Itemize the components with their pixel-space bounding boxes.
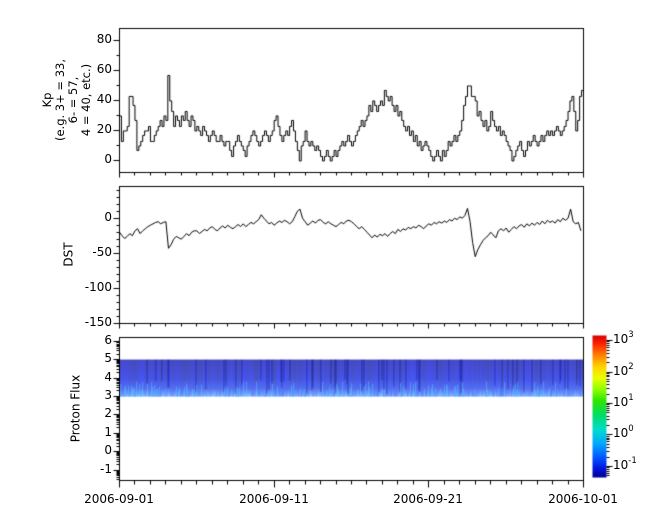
proton-flux-y-tick-label: 1 [104, 424, 112, 439]
colorbar-tick-base: 10 [613, 332, 629, 347]
dst-panel [119, 186, 583, 323]
kp-y-tick-label: 20 [96, 122, 112, 137]
x-tick-label: 2006-09-21 [393, 492, 463, 506]
colorbar-tick-label: 102 [613, 361, 634, 378]
x-tick-label: 2006-09-01 [84, 492, 154, 506]
colorbar-tick-exponent: 0 [628, 424, 634, 435]
proton-flux-y-tick-label: 4 [104, 369, 112, 384]
proton-flux-y-tick-label: 6 [104, 332, 112, 347]
dst-y-tick-label: 0 [104, 209, 112, 224]
colorbar-tick-base: 10 [613, 363, 629, 378]
kp-y-tick-label: 80 [96, 32, 112, 47]
proton-flux-y-tick-label: -1 [100, 461, 112, 476]
x-tick-label: 2006-10-01 [548, 492, 618, 506]
proton-flux-y-tick-label: 3 [104, 388, 112, 403]
colorbar-tick-label: 100 [613, 424, 634, 441]
proton-flux-panel [119, 337, 583, 480]
colorbar-tick-exponent: 1 [628, 393, 634, 403]
proton-flux-y-tick-label: 2 [104, 406, 112, 421]
colorbar-tick-exponent: 2 [628, 361, 634, 372]
colorbar-tick-base: 10 [613, 426, 629, 441]
colorbar-tick-exponent: -1 [628, 455, 637, 466]
x-tick-label: 2006-09-11 [239, 492, 309, 506]
kp-panel [119, 28, 583, 172]
dst-y-tick-label: -150 [84, 314, 112, 329]
proton-flux-y-tick-label: 5 [104, 351, 112, 366]
dst-y-tick-label: -100 [84, 279, 112, 294]
colorbar-tick-base: 10 [613, 395, 629, 409]
kp-y-tick-label: 40 [96, 92, 112, 107]
colorbar-tick-exponent: 3 [628, 330, 634, 341]
colorbar-tick-base: 10 [613, 457, 629, 472]
colorbar-tick-label: 101 [613, 393, 634, 409]
kp-y-tick-label: 0 [104, 152, 112, 167]
dst-y-tick-label: -50 [92, 244, 112, 259]
colorbar [592, 335, 606, 477]
colorbar-tick-label: 10-1 [613, 455, 637, 472]
colorbar-tick-label: 103 [613, 330, 634, 347]
kp-y-tick-label: 60 [96, 62, 112, 77]
proton-flux-y-tick-label: 0 [104, 443, 112, 458]
